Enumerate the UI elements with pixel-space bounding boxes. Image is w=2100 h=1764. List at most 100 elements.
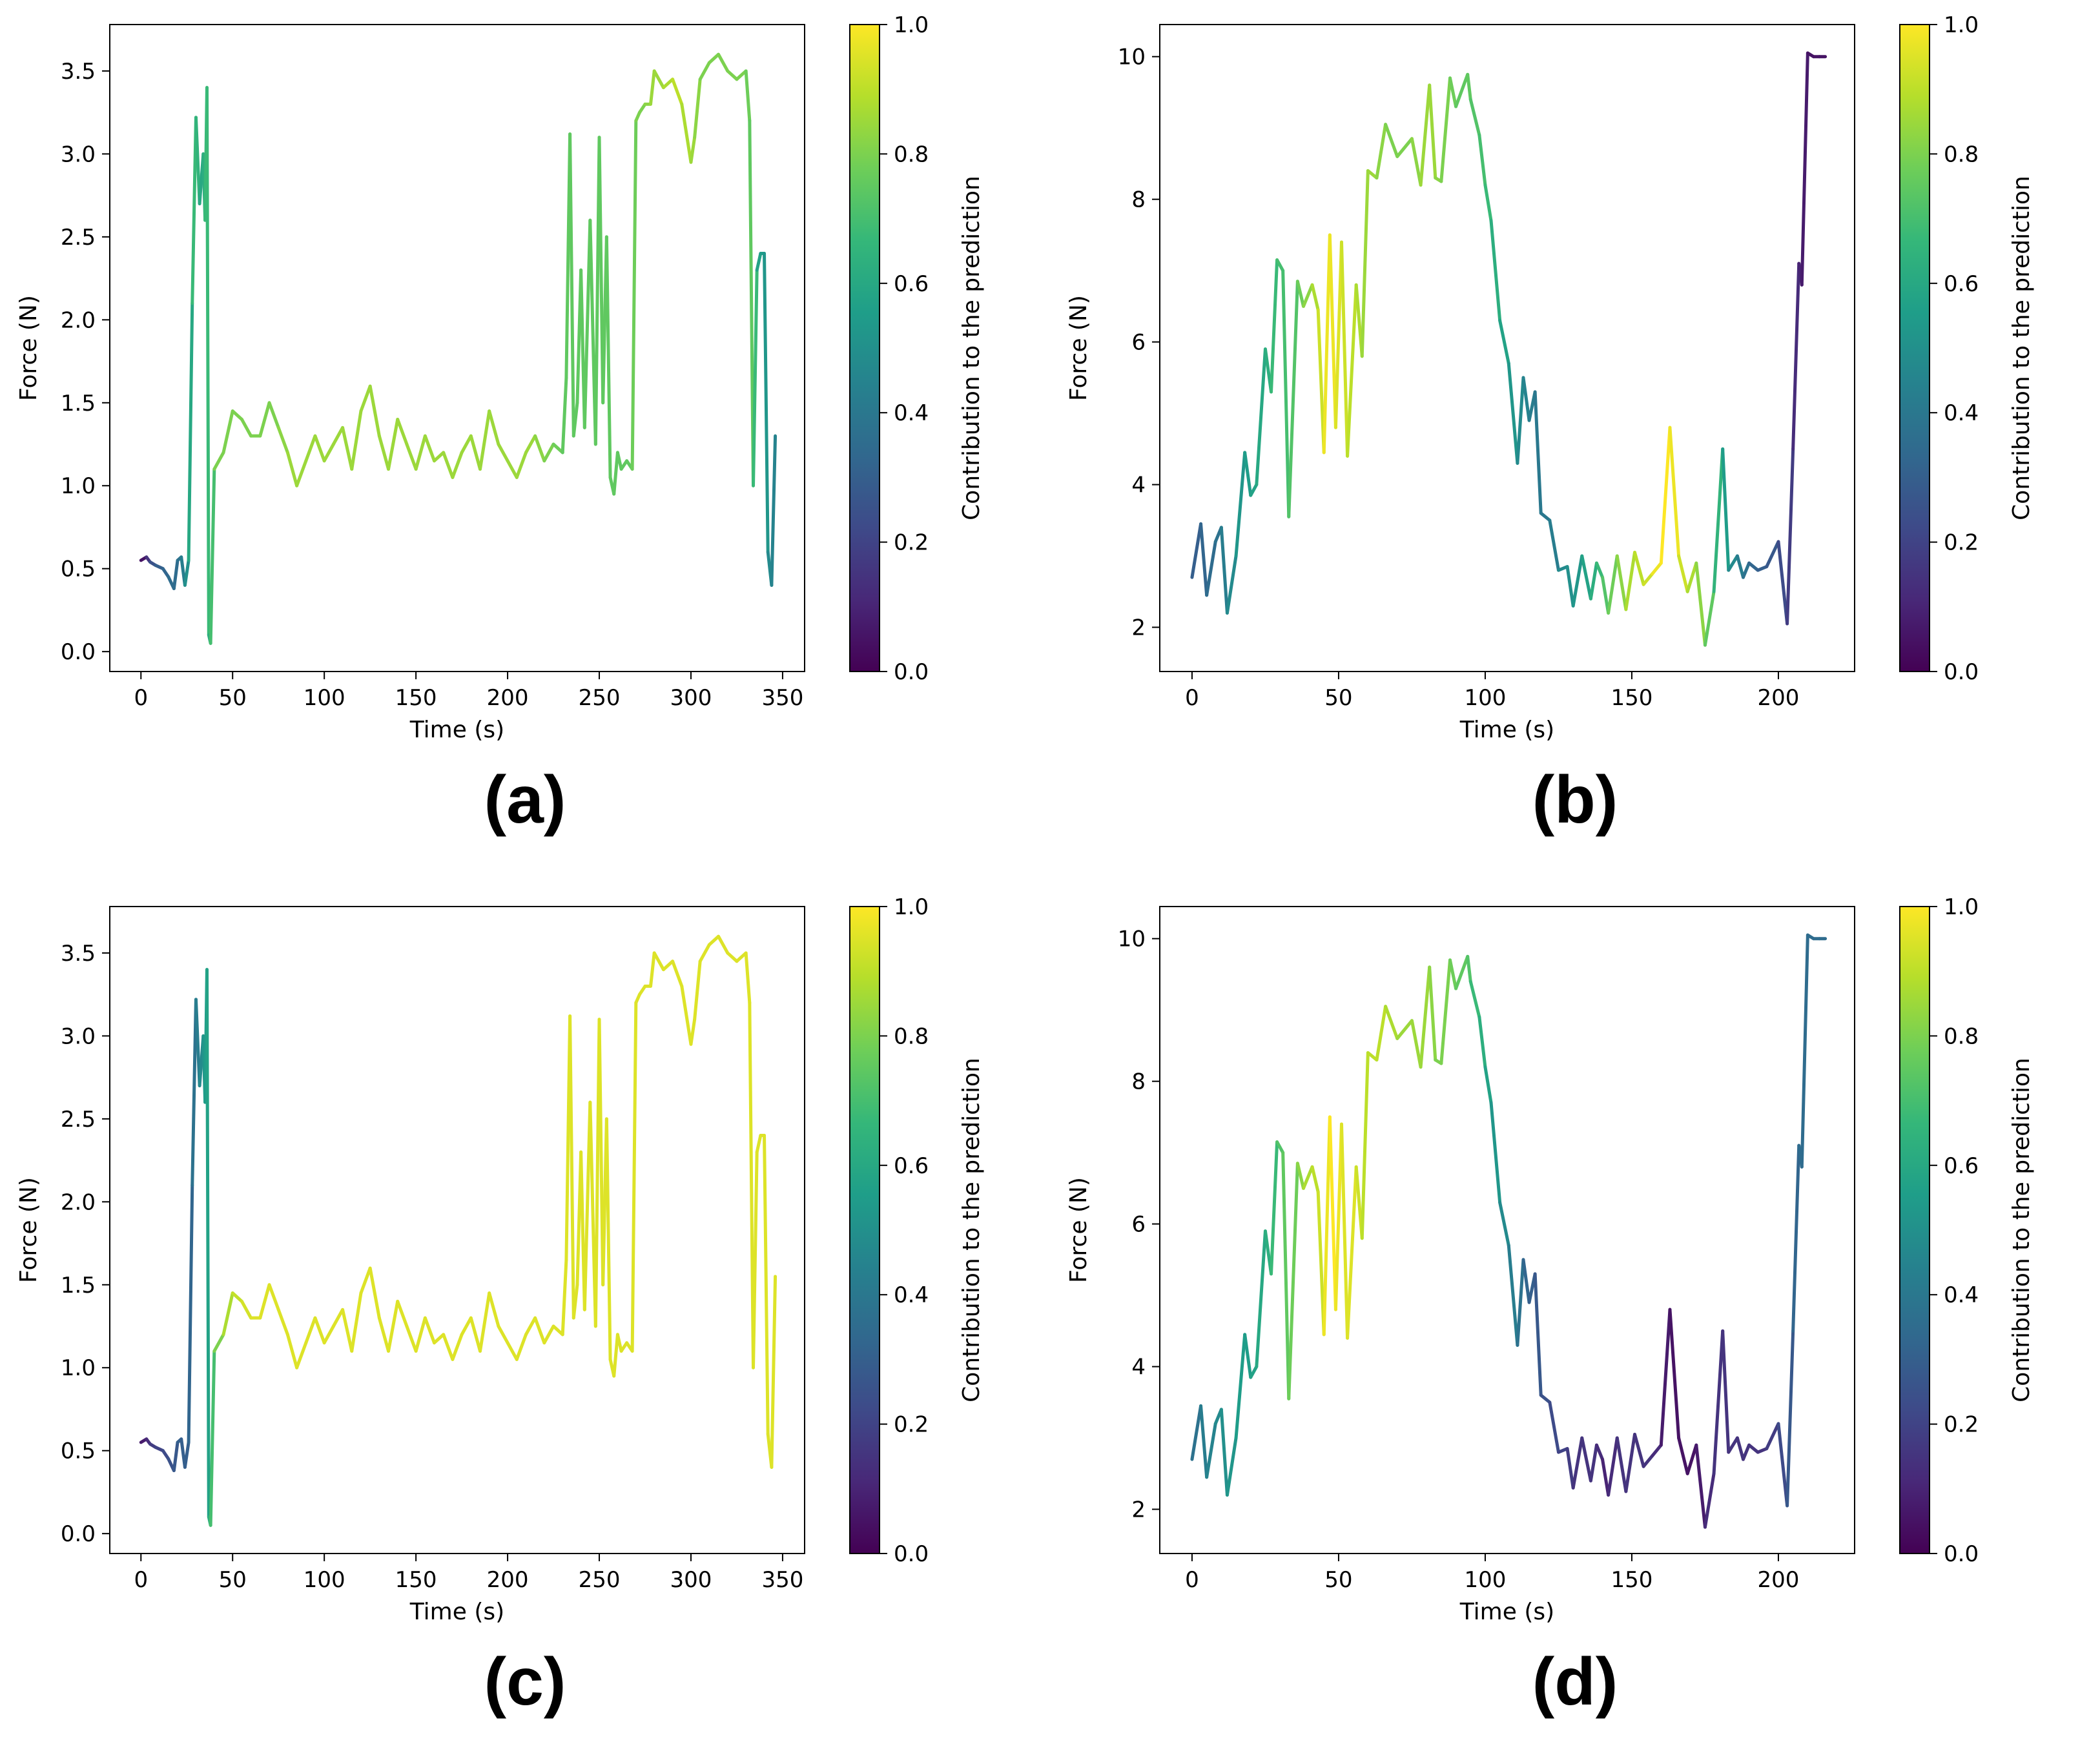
- line-segment: [1225, 1436, 1238, 1497]
- line-segment: [172, 1441, 180, 1473]
- line-segment: [212, 1333, 225, 1353]
- line-segment: [506, 459, 519, 479]
- line-segment: [506, 1341, 519, 1361]
- chart-b: 0 50 100 150 200 2 4 6 8 10 Time (s) Force (N) 0.0 0.…: [1065, 12, 2035, 743]
- line-segment: [568, 1014, 575, 1320]
- line-segment: [1219, 526, 1229, 615]
- line-segment: [1800, 933, 1809, 1169]
- x-tick-label: 200: [487, 685, 529, 711]
- line-segment: [1448, 958, 1458, 990]
- line-segment: [1477, 133, 1487, 187]
- line-segment: [1786, 1329, 1795, 1508]
- line-segment: [637, 984, 647, 996]
- line-segment: [187, 302, 194, 562]
- colorbar-tick-label: 0.0: [894, 659, 929, 685]
- line-segment: [240, 417, 253, 438]
- line-segment: [414, 1316, 427, 1353]
- line-segment: [405, 1324, 418, 1353]
- plot-frame: [109, 906, 805, 1554]
- line-segment: [515, 1333, 528, 1361]
- line-segment: [671, 77, 684, 106]
- line-segment: [387, 417, 400, 471]
- line-segment: [1694, 561, 1707, 647]
- line-segment: [561, 376, 568, 455]
- line-segment: [524, 1316, 537, 1337]
- colorbar-tick-label: 0.2: [894, 1412, 929, 1438]
- line-segment: [1677, 1436, 1689, 1475]
- chart-panel-a: 0 50 100 150 200 250 300 350 0.0 0.5 1.0 1.5 2.0 2.5 3…: [0, 0, 1050, 882]
- line-segment: [755, 252, 763, 272]
- line-segment: [1419, 83, 1432, 187]
- line-segment: [469, 1316, 482, 1353]
- line-segment: [1580, 554, 1592, 600]
- x-tick-label: 100: [304, 685, 345, 711]
- line-segment: [1498, 1200, 1510, 1247]
- line-segment: [1454, 72, 1470, 108]
- line-segment: [612, 1333, 619, 1378]
- colorbar-label: Contribution to the prediction: [958, 1058, 985, 1402]
- line-segment: [1439, 958, 1452, 1065]
- line-segment: [1651, 561, 1663, 576]
- line-segment: [387, 1299, 400, 1353]
- line-segment: [1219, 1408, 1229, 1497]
- line-segment: [1677, 554, 1689, 593]
- line-segment: [359, 1266, 372, 1295]
- chart-panel-b: 0 50 100 150 200 2 4 6 8 10 Time (s) Force (N) 0.0 0.…: [1050, 0, 2100, 882]
- line-segment: [460, 434, 473, 455]
- line-segment: [359, 384, 372, 413]
- line-segment: [1594, 1443, 1605, 1461]
- line-segment: [1632, 551, 1645, 586]
- line-segment: [405, 442, 418, 471]
- line-segment: [183, 559, 190, 587]
- line-segment: [1776, 1422, 1789, 1508]
- chart-c: 0 50 100 150 200 250 300 350 0.0 0.5 1.0 1.5 2.0 2.5 3…: [15, 894, 985, 1625]
- line-segment: [1328, 1115, 1337, 1311]
- x-tick-label: 150: [1611, 1567, 1653, 1593]
- line-segment: [1615, 1436, 1628, 1493]
- colorbar-tick-label: 0.6: [1944, 1153, 1979, 1179]
- line-segment: [1225, 554, 1238, 615]
- line-segment: [630, 1001, 638, 1353]
- colorbar-tick-label: 0.4: [894, 1282, 929, 1308]
- line-segment: [542, 1324, 555, 1345]
- line-segment: [205, 968, 211, 1519]
- colorbar-tick-label: 0.2: [1944, 1412, 1979, 1438]
- line-segment: [1615, 554, 1628, 611]
- line-segment: [478, 409, 491, 471]
- line-segment: [1243, 451, 1253, 497]
- line-segment: [652, 69, 665, 90]
- line-segment: [497, 1324, 510, 1345]
- line-segment: [194, 998, 201, 1087]
- line-segment: [1366, 169, 1379, 180]
- y-tick-label: 1.0: [61, 1355, 96, 1381]
- line-segment: [1607, 1436, 1619, 1497]
- y-tick-label: 0.0: [61, 639, 96, 665]
- line-segment: [285, 1333, 299, 1369]
- panel-label-d: (d): [1532, 1645, 1618, 1719]
- line-segment: [1668, 426, 1681, 558]
- x-tick-label: 0: [134, 1567, 148, 1593]
- line-segment: [451, 1333, 464, 1361]
- x-tick-label: 300: [670, 1567, 712, 1593]
- line-segment: [1275, 1140, 1285, 1154]
- line-segment: [1483, 1065, 1493, 1105]
- x-tick-label: 300: [670, 685, 712, 711]
- line-segment: [1786, 447, 1795, 626]
- line-segment: [689, 136, 697, 164]
- line-segment: [1301, 283, 1314, 308]
- line-segment: [652, 951, 665, 972]
- colorbar-tick-label: 1.0: [894, 12, 929, 38]
- line-segment: [707, 52, 721, 65]
- line-segment: [1234, 451, 1247, 558]
- y-tick-label: 2.5: [61, 225, 96, 251]
- line-segment: [680, 102, 693, 164]
- line-segment: [1800, 51, 1809, 287]
- line-segment: [735, 951, 748, 963]
- colorbar-tick-label: 0.8: [1944, 141, 1979, 167]
- line-segment: [1765, 540, 1780, 569]
- x-tick-label: 150: [1611, 685, 1653, 711]
- line-segment: [770, 434, 777, 587]
- line-segment: [1384, 123, 1399, 158]
- line-segment: [1548, 1400, 1560, 1454]
- line-segment: [1333, 240, 1343, 429]
